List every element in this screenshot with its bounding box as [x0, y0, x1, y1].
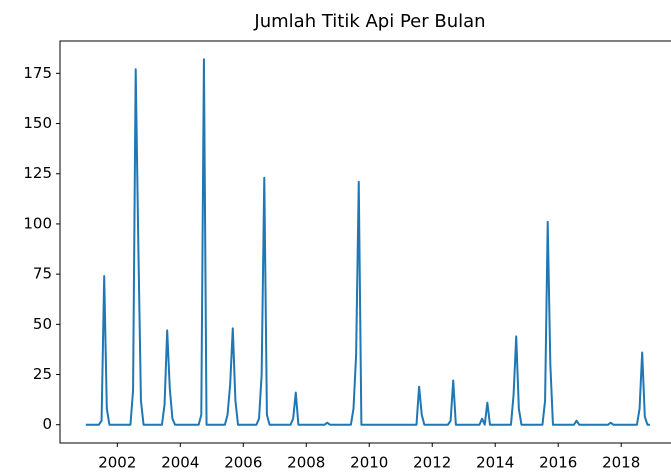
x-tick-label: 2010 — [350, 454, 388, 472]
y-tick-label: 75 — [33, 265, 52, 283]
y-tick-label: 25 — [33, 365, 52, 383]
y-tick-label: 175 — [23, 64, 52, 82]
line — [85, 58, 651, 426]
y-tick-label: 50 — [33, 315, 52, 333]
x-tick-label: 2016 — [539, 454, 577, 472]
chart-title: Jumlah Titik Api Per Bulan — [253, 11, 485, 32]
y-tick-label: 100 — [23, 214, 52, 232]
x-tick-label: 2014 — [476, 454, 514, 472]
x-tick-label: 2018 — [602, 454, 640, 472]
axes-frame — [59, 40, 671, 444]
x-tick-label: 2006 — [224, 454, 262, 472]
y-tick-label: 125 — [23, 164, 52, 182]
x-tick-label: 2008 — [287, 454, 325, 472]
x-tick-label: 2012 — [413, 454, 451, 472]
y-tick-label: 0 — [42, 415, 52, 433]
x-tick-label: 2004 — [161, 454, 199, 472]
x-tick-label: 2002 — [98, 454, 136, 472]
y-tick-label: 150 — [23, 114, 52, 132]
